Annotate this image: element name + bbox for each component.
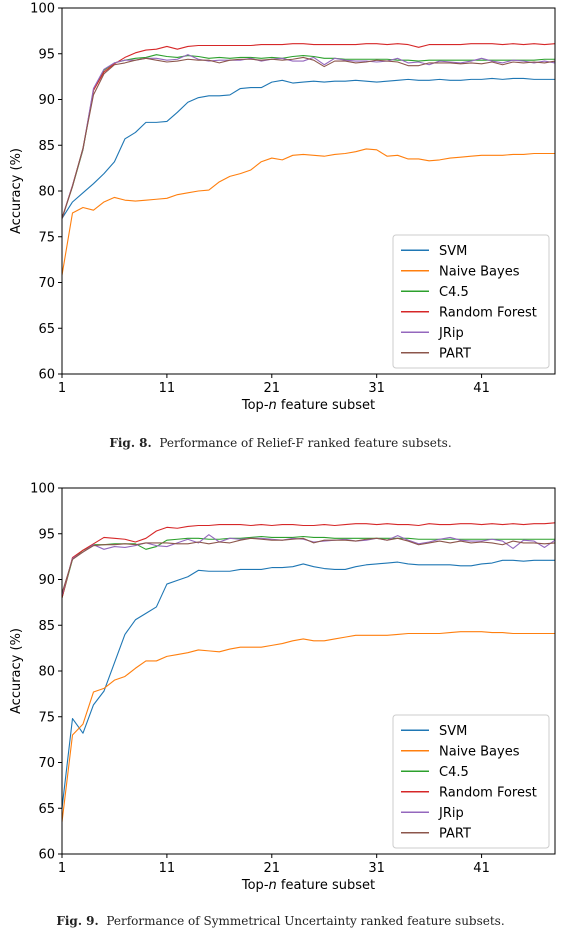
legend: SVM Naive Bayes C4.5 Random Forest JRip PART (392, 714, 550, 849)
y-tick-label: 100 (30, 2, 55, 17)
legend-label: JRip (438, 326, 464, 341)
x-tick-label: 41 (473, 861, 490, 876)
x-tick-label: 41 (473, 381, 490, 396)
y-tick-label: 60 (38, 368, 55, 383)
legend-label: C4.5 (439, 765, 469, 780)
legend-label: C4.5 (439, 285, 469, 300)
series-line-naive-bayes (61, 631, 555, 823)
y-axis-title: Accuracy (%) (9, 628, 24, 714)
x-tick-label: 11 (159, 861, 176, 876)
y-tick-label: 70 (38, 756, 55, 771)
legend-label: SVM (439, 244, 467, 259)
figure-9-caption-number: Fig. 9. (56, 914, 99, 928)
x-axis-title: Top-n feature subset (241, 878, 375, 893)
y-tick-label: 85 (38, 619, 55, 634)
y-tick-label: 80 (38, 185, 55, 200)
y-tick-label: 75 (38, 230, 55, 245)
y-tick-label: 70 (38, 276, 55, 291)
series-line-random-forest (61, 522, 556, 598)
figure-9-caption: Fig. 9. Performance of Symmetrical Uncer… (0, 914, 561, 928)
legend-label: PART (439, 826, 471, 841)
x-tick-label: 31 (368, 381, 385, 396)
legend-label: Random Forest (439, 785, 537, 800)
x-tick-label: 21 (264, 861, 281, 876)
figure-8-caption: Fig. 8. Performance of Relief-F ranked f… (0, 436, 561, 450)
y-tick-label: 90 (38, 573, 55, 588)
legend-label: Naive Bayes (439, 744, 520, 759)
series-line-c4-5 (61, 535, 555, 598)
x-tick-label: 11 (159, 381, 176, 396)
y-tick-label: 85 (38, 139, 55, 154)
figure-9: 60 65 70 75 80 85 90 95 100 1 11 21 31 41 Top-n featur… (0, 480, 561, 900)
y-tick-label: 60 (38, 848, 55, 863)
figure-9-caption-text: Performance of Symmetrical Uncertainty r… (106, 914, 505, 928)
x-tick-label: 21 (264, 381, 281, 396)
y-tick-label: 90 (38, 93, 55, 108)
series-line-svm (61, 559, 555, 809)
series-line-part (61, 56, 556, 219)
y-axis-title: Accuracy (%) (9, 148, 24, 234)
figure-8-caption-text: Performance of Relief-F ranked feature s… (159, 436, 452, 450)
legend-label: SVM (439, 724, 467, 739)
legend-label: Random Forest (439, 305, 537, 320)
series-line-naive-bayes (61, 148, 555, 276)
y-tick-label: 65 (38, 802, 55, 817)
y-tick-label: 80 (38, 665, 55, 680)
y-tick-label: 100 (30, 482, 55, 497)
series-line-part (61, 537, 556, 594)
x-tick-label: 1 (58, 381, 66, 396)
y-tick-label: 65 (38, 322, 55, 337)
y-tick-label: 95 (38, 47, 55, 62)
figure-8: 60 65 70 75 80 85 90 95 100 1 11 21 31 41 Top-n featur… (0, 0, 561, 420)
legend-label: PART (439, 346, 471, 361)
y-tick-label: 95 (38, 527, 55, 542)
x-axis-title: Top-n feature subset (241, 398, 375, 413)
y-tick-label: 75 (38, 710, 55, 725)
series-line-svm (61, 77, 555, 219)
x-tick-label: 1 (58, 861, 66, 876)
x-tick-label: 31 (368, 861, 385, 876)
legend-label: JRip (438, 806, 464, 821)
figure-8-caption-number: Fig. 8. (109, 436, 152, 450)
legend-label: Naive Bayes (439, 264, 520, 279)
legend: SVM Naive Bayes C4.5 Random Forest JRip PART (392, 234, 550, 369)
series-line-random-forest (61, 43, 556, 219)
